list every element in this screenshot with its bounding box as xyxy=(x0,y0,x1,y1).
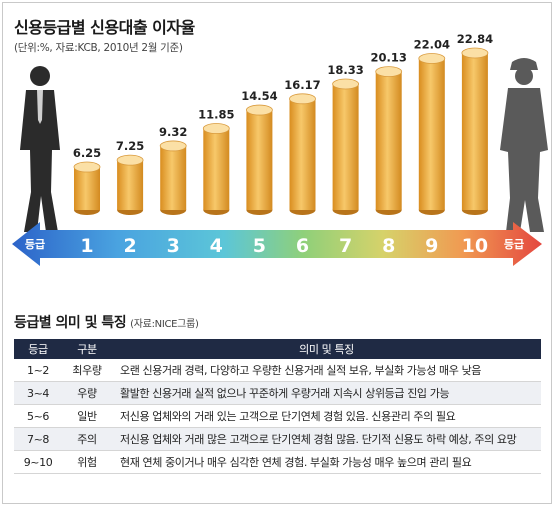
table-row: 3~4 우량 활발한 신용거래 실적 없으나 꾸준하게 우량거래 지속시 상위등… xyxy=(14,381,541,405)
value-label: 16.17 xyxy=(284,78,320,92)
table-header-row: 등급 구분 의미 및 특징 xyxy=(14,339,541,359)
table-row: 7~8 주의 저신용 업체와 거래 많은 고객으로 단기연체 경험 많음. 단기… xyxy=(14,427,541,451)
bar-grade-3 xyxy=(159,140,187,215)
cell-category: 주의 xyxy=(62,427,112,451)
value-label: 22.84 xyxy=(457,32,493,46)
grade-table: 등급 구분 의미 및 특징 1~2 최우량 오랜 신용거래 경력, 다양하고 우… xyxy=(14,339,541,474)
grade-tick-label: 5 xyxy=(253,235,266,257)
bar-grade-8 xyxy=(375,66,403,215)
bar-grade-10 xyxy=(461,47,489,215)
bar-grade-9 xyxy=(418,53,446,215)
bar-grade-2 xyxy=(116,154,144,215)
table-row: 5~6 일반 저신용 업체와의 거래 있는 고객으로 단기연체 경험 있음. 신… xyxy=(14,404,541,428)
value-label: 18.33 xyxy=(327,63,363,77)
cell-grade: 3~4 xyxy=(14,381,62,405)
bar-grade-1 xyxy=(73,161,101,215)
cell-category: 위험 xyxy=(62,450,112,474)
value-label: 22.04 xyxy=(414,37,450,51)
grade-tick-label: 10 xyxy=(462,235,488,257)
cell-category: 우량 xyxy=(62,381,112,405)
infographic-frame xyxy=(2,2,552,504)
value-label: 7.25 xyxy=(116,139,144,153)
cell-meaning: 현재 연체 중이거나 매우 심각한 연체 경험. 부실화 가능성 매우 높으며 … xyxy=(112,450,541,474)
section-source: (자료:NICE그룹) xyxy=(130,319,199,330)
arrow-label-right: 등급 xyxy=(504,238,524,251)
header-grade: 등급 xyxy=(14,339,62,359)
value-label: 6.25 xyxy=(73,146,101,160)
grade-tick-label: 4 xyxy=(210,235,223,257)
grade-tick-label: 3 xyxy=(167,235,180,257)
cell-meaning: 저신용 업체와의 거래 있는 고객으로 단기연체 경험 있음. 신용관리 주의 … xyxy=(112,404,541,428)
table-row: 9~10 위험 현재 연체 중이거나 매우 심각한 연체 경험. 부실화 가능성… xyxy=(14,450,541,474)
bar-grade-7 xyxy=(332,78,360,215)
header-category: 구분 xyxy=(62,339,112,359)
cell-grade: 1~2 xyxy=(14,359,62,382)
cell-grade: 9~10 xyxy=(14,450,62,474)
cell-category: 최우량 xyxy=(62,359,112,382)
header-meaning: 의미 및 특징 xyxy=(112,339,541,359)
man-silhouette-left-icon xyxy=(20,66,60,232)
cell-meaning: 오랜 신용거래 경력, 다양하고 우량한 신용거래 실적 보유, 부실화 가능성… xyxy=(112,359,541,382)
grade-tick-label: 7 xyxy=(339,235,352,257)
cell-meaning: 활발한 신용거래 실적 없으나 꾸준하게 우량거래 지속시 상위등급 진입 가능 xyxy=(112,381,541,405)
cell-category: 일반 xyxy=(62,404,112,428)
section-title-text: 등급별 의미 및 특징 xyxy=(14,315,127,331)
cell-grade: 7~8 xyxy=(14,427,62,451)
grade-tick-label: 1 xyxy=(80,235,93,257)
bar-grade-5 xyxy=(245,104,273,215)
value-label: 20.13 xyxy=(371,51,407,65)
cell-grade: 5~6 xyxy=(14,404,62,428)
man-silhouette-right-icon xyxy=(500,58,548,232)
page-subtitle: (단위:%, 자료:KCB, 2010년 2월 기준) xyxy=(14,42,183,54)
bar-grade-4 xyxy=(202,123,230,215)
value-label: 14.54 xyxy=(241,89,277,103)
cell-meaning: 저신용 업체와 거래 많은 고객으로 단기연체 경험 많음. 단기적 신용도 하… xyxy=(112,427,541,451)
value-label: 9.32 xyxy=(159,125,187,139)
bar-chart: 등급 등급 6.25 1 7.25 2 9.32 3 11.85 4 14.54 5 16.17 6 1… xyxy=(12,32,548,266)
page-title: 신용등급별 신용대출 이자율 xyxy=(14,18,195,37)
section-title: 등급별 의미 및 특징 (자료:NICE그룹) xyxy=(14,312,199,332)
grade-tick-label: 8 xyxy=(382,235,395,257)
grade-tick-label: 9 xyxy=(425,235,438,257)
value-label: 11.85 xyxy=(198,108,234,122)
grade-tick-label: 6 xyxy=(296,235,309,257)
arrow-label-left: 등급 xyxy=(25,238,45,251)
bar-grade-6 xyxy=(289,93,316,215)
grade-tick-label: 2 xyxy=(123,235,136,257)
grade-arrow xyxy=(12,222,542,266)
table-row: 1~2 최우량 오랜 신용거래 경력, 다양하고 우량한 신용거래 실적 보유,… xyxy=(14,359,541,382)
